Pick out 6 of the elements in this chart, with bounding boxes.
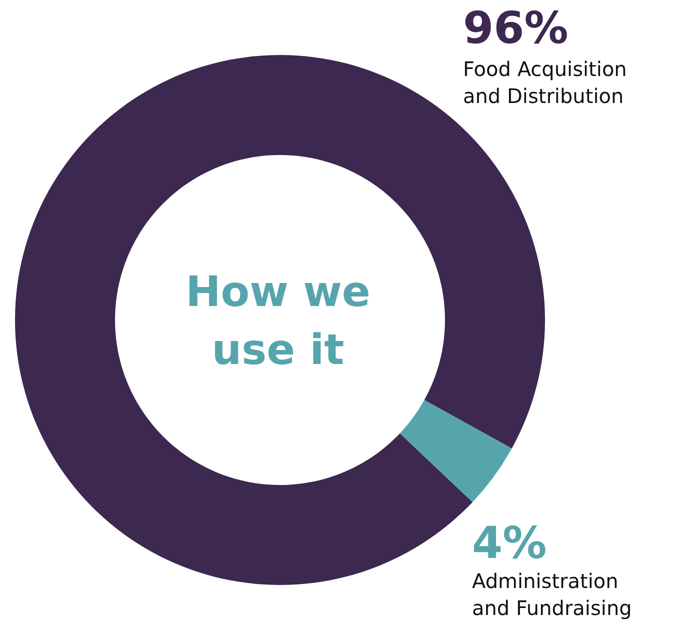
- slice-label: Food Acquisition and Distribution: [463, 57, 627, 108]
- text: How we use it: [186, 267, 370, 374]
- slice-label: Administration and Fundraising: [472, 569, 632, 620]
- data-label: 4%: [472, 518, 547, 569]
- data-label: 96%: [463, 3, 568, 54]
- donut-slice: [400, 400, 512, 502]
